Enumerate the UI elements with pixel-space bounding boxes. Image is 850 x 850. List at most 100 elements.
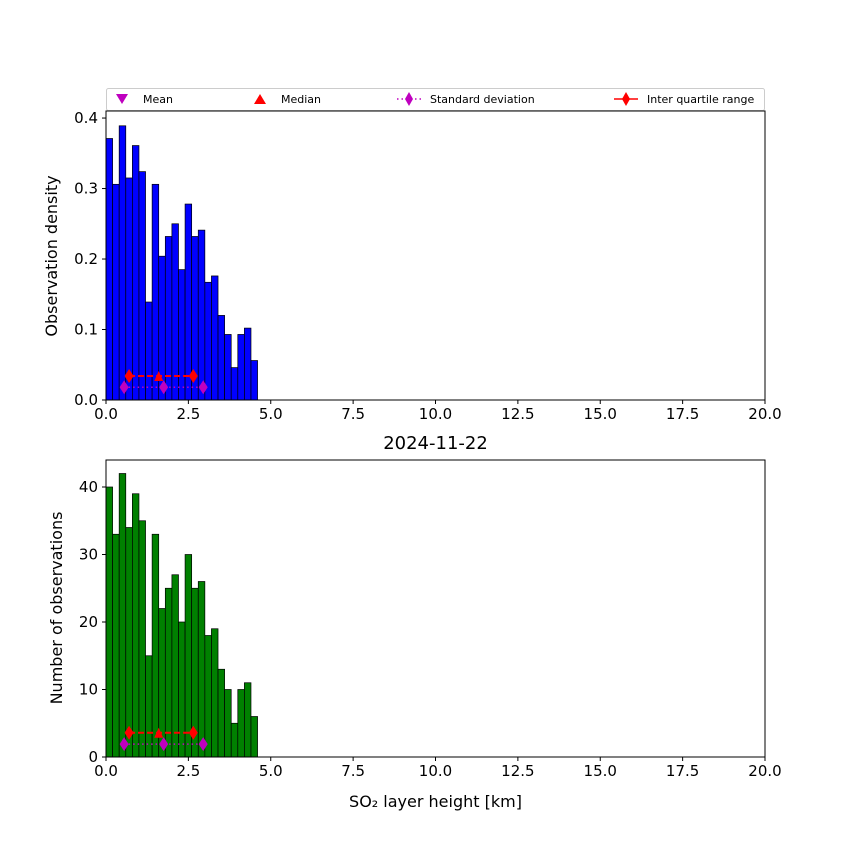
count-chart-title: 2024-11-22 [383,433,488,454]
count-bar [217,668,225,758]
density-x-tick-label: 20.0 [748,405,781,423]
density-y-tick-label: 0.4 [74,109,98,127]
density-bar [118,125,127,401]
density-bar [138,171,146,401]
density-plot-frame [105,110,766,401]
density-y-tick-label: 0.2 [74,250,98,268]
count-bar [184,554,193,758]
density-y-tick-label: 0.3 [74,180,98,198]
legend-label-iqr: Inter quartile range [647,93,754,106]
count-bar [138,520,146,758]
count-bar [224,689,232,758]
legend-entry-iqr: Inter quartile range [614,92,754,106]
count-x-tick-label: 17.5 [666,762,699,780]
count-y-tick-label: 0 [88,748,98,766]
count-y-tick-label: 40 [79,478,98,496]
count-std-high-marker [198,737,208,752]
density-bar [250,360,258,401]
count-x-tick-label: 5.0 [259,762,283,780]
density-y-tick-label: 0.0 [74,391,98,409]
count-stat-markers [119,725,208,752]
count-x-tick-label: 0.0 [94,762,118,780]
density-bar [112,183,120,401]
density-x-tick-label: 17.5 [666,405,699,423]
count-bar [151,533,160,758]
density-bar [217,315,225,401]
iqr-marker-icon [622,92,630,106]
density-bar [224,334,232,401]
density-bar [132,145,140,401]
x-axis-label: SO₂ layer height [km] [349,792,522,811]
count-bar [237,689,245,758]
density-bar [171,223,179,401]
count-bar [125,527,133,758]
count-bar [118,473,127,758]
count-bar [211,628,219,758]
count-y-tick-label: 30 [79,546,98,564]
density-y-tick-label: 0.1 [74,321,98,339]
density-x-tick-label: 5.0 [259,405,283,423]
count-median-marker [154,727,164,738]
density-std-low-marker [119,380,129,395]
count-bar [105,486,113,758]
count-y-axis-label: Number of observations [47,512,66,705]
count-bar [178,621,186,758]
count-axis-ticks: 0.0 2.5 5.0 7.5 10.0 12.5 15.0 17.5 20.0 0 10 20 30 4… [79,478,782,780]
density-mean-marker [159,380,169,395]
density-bar [151,183,160,401]
count-std-low-marker [119,737,129,752]
std-marker-icon [405,92,413,106]
density-bar [145,301,153,401]
count-bar [145,655,153,758]
count-bar [164,587,173,758]
count-bar [171,574,179,758]
legend-entry-mean: Mean [116,93,173,106]
density-iqr-low-marker [124,369,134,384]
count-iqr-high-marker [188,725,198,740]
count-y-tick-label: 20 [79,613,98,631]
density-bar [197,229,206,401]
density-iqr-high-marker [188,369,198,384]
legend-label-std: Standard deviation [430,93,535,106]
mean-marker-icon [116,94,128,104]
count-x-tick-label: 2.5 [176,762,200,780]
legend-label-mean: Mean [143,93,173,106]
density-bar [204,281,212,401]
count-x-tick-label: 15.0 [584,762,617,780]
density-x-tick-label: 10.0 [419,405,452,423]
legend-entry-median: Median [254,93,321,106]
count-bar [230,722,239,758]
density-bar [125,177,133,401]
count-x-tick-label: 10.0 [419,762,452,780]
density-x-tick-label: 7.5 [341,405,365,423]
count-bar [250,716,258,758]
density-bar [230,367,239,401]
density-y-axis-label: Observation density [42,175,61,336]
count-bar [112,533,120,758]
density-bar [211,275,219,401]
count-x-tick-label: 12.5 [501,762,534,780]
density-std-high-marker [198,380,208,395]
count-bar [197,581,206,758]
density-bar [237,334,245,401]
count-plot-frame [105,459,766,758]
legend-label-median: Median [281,93,321,106]
count-x-tick-label: 7.5 [341,762,365,780]
density-bar [184,203,193,401]
legend-entry-std: Standard deviation [397,92,535,106]
count-bar [132,493,140,758]
density-x-tick-label: 0.0 [94,405,118,423]
median-marker-icon [254,94,266,104]
density-bar [244,327,252,401]
count-bar [204,635,212,758]
density-bar [178,269,186,401]
count-mean-marker [159,737,169,752]
density-x-tick-label: 2.5 [176,405,200,423]
count-histogram-panel: 2024-11-22 Number of observations SO₂ la… [47,433,782,811]
density-histogram-panel: Observation density 0.0 2.5 5.0 7.5 10.0 12.5… [42,109,782,423]
density-axis-ticks: 0.0 2.5 5.0 7.5 10.0 12.5 15.0 17.5 20.0 0.0 0.1 0.… [74,109,782,423]
legend: Mean Median Standard deviation Inter qua… [106,88,765,111]
density-bar [105,138,113,401]
density-x-tick-label: 12.5 [501,405,534,423]
